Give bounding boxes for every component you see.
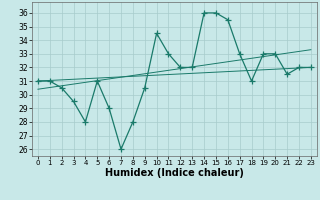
X-axis label: Humidex (Indice chaleur): Humidex (Indice chaleur) xyxy=(105,168,244,178)
